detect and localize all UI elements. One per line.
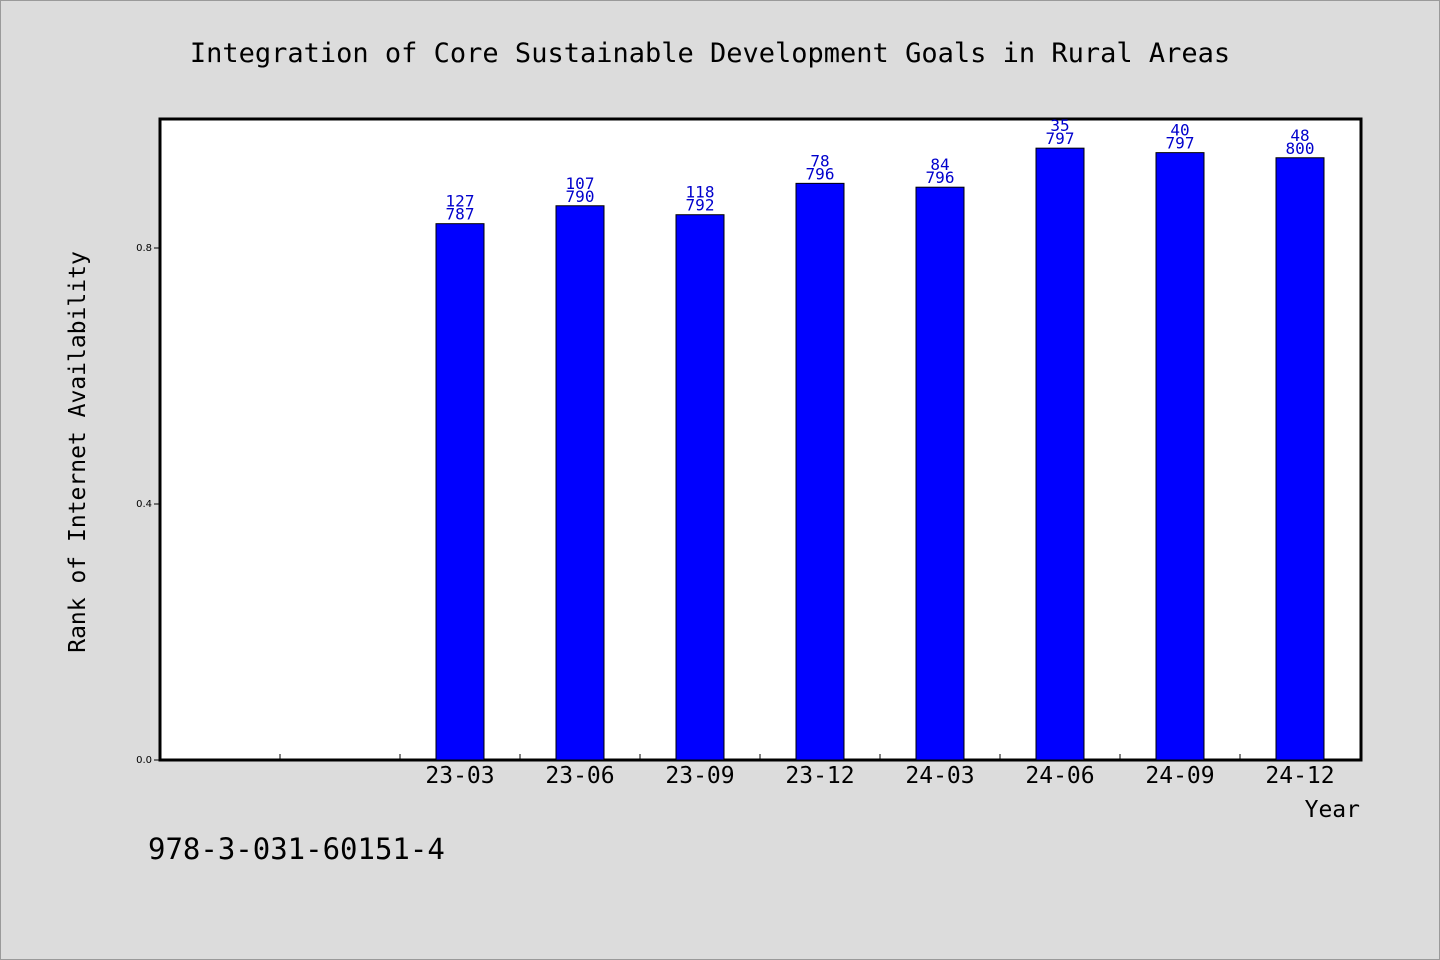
bar <box>1275 157 1325 761</box>
bar <box>1155 152 1205 761</box>
x-tick-label: 23-06 <box>545 763 614 789</box>
bar-rank-label: 48 <box>1290 126 1309 145</box>
x-tick-label: 24-09 <box>1145 763 1214 789</box>
bar-count-label: 796 <box>806 164 835 183</box>
bar <box>555 205 605 761</box>
x-tick-label: 24-12 <box>1265 763 1334 789</box>
bar <box>795 182 845 761</box>
bar-count-label: 800 <box>1286 139 1315 158</box>
isbn-text: 978-3-031-60151-4 <box>148 832 445 866</box>
x-tick-label: 23-09 <box>665 763 734 789</box>
x-tick-label: 24-06 <box>1025 763 1094 789</box>
x-tick-label: 23-03 <box>425 763 494 789</box>
bar <box>675 214 725 761</box>
bar-count-label: 787 <box>446 205 475 224</box>
chart-title: Integration of Core Sustainable Developm… <box>190 38 1230 69</box>
y-tick-label: 0.8 <box>136 243 152 254</box>
bar-count-label: 797 <box>1046 129 1075 148</box>
x-tick-label: 24-03 <box>905 763 974 789</box>
x-axis-label: Year <box>1305 797 1360 823</box>
bar-count-label: 792 <box>686 196 715 215</box>
bar <box>915 186 965 761</box>
bar-rank-label: 118 <box>686 183 715 202</box>
bar-count-label: 790 <box>566 187 595 206</box>
bar-rank-label: 107 <box>566 174 595 193</box>
bar-rank-label: 40 <box>1170 121 1189 140</box>
bar <box>435 223 485 761</box>
bar <box>1035 147 1085 761</box>
bar-rank-label: 35 <box>1050 116 1069 135</box>
y-tick-label: 0.4 <box>136 499 152 510</box>
bar-count-label: 797 <box>1166 134 1195 153</box>
bar-count-label: 796 <box>926 168 955 187</box>
bar-rank-label: 78 <box>810 151 829 170</box>
x-tick-label: 23-12 <box>785 763 854 789</box>
bar-rank-label: 127 <box>446 192 475 211</box>
y-axis-label: Rank of Internet Availability <box>65 251 91 653</box>
y-tick-label: 0.0 <box>136 755 152 766</box>
bar-rank-label: 84 <box>930 155 949 174</box>
